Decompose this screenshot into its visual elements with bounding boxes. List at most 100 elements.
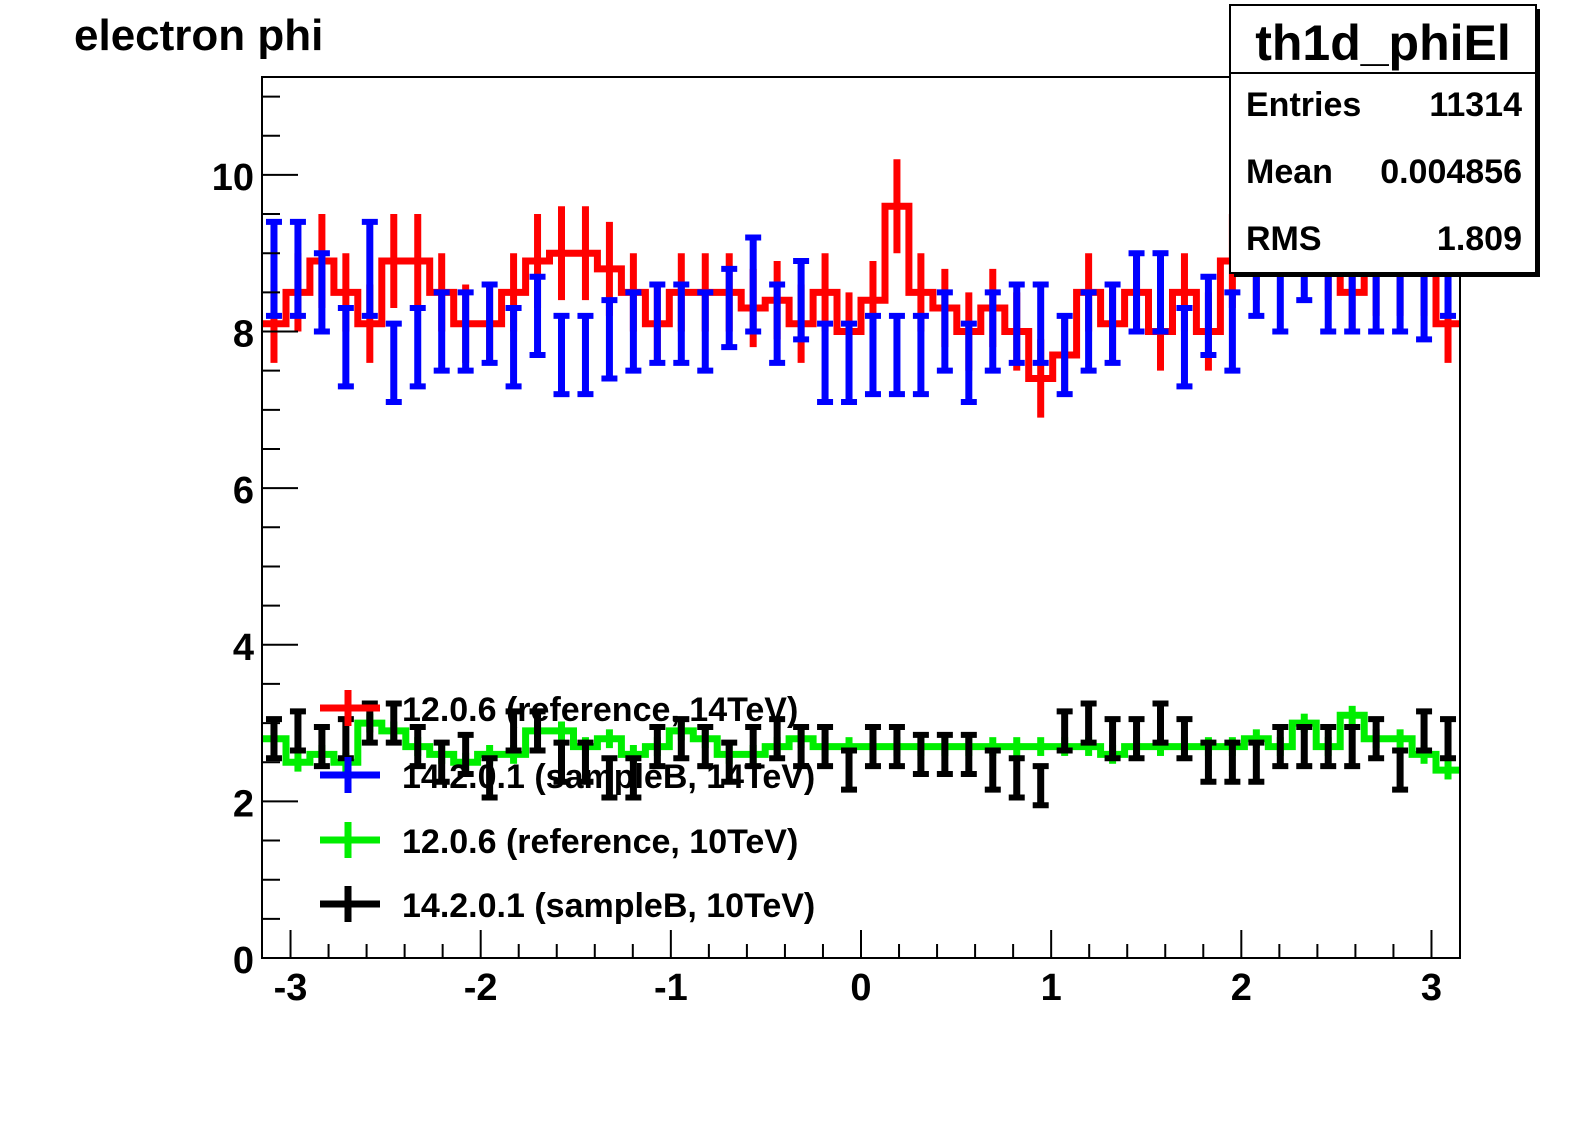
data-point	[960, 731, 977, 777]
data-point	[313, 250, 330, 335]
data-point	[1080, 700, 1097, 746]
data-point	[265, 716, 282, 762]
data-point	[649, 281, 666, 366]
data-point	[433, 739, 450, 785]
legend: 12.0.6 (reference, 14TeV) 14.2.0.1 (sampl…	[320, 690, 815, 925]
data-point	[577, 312, 594, 398]
stats-value: 0.004856	[1380, 153, 1522, 191]
data-point	[1320, 723, 1337, 770]
stats-label: RMS	[1246, 220, 1322, 258]
data-point	[841, 320, 858, 405]
legend-item-3: 12.0.6 (reference, 10TeV)	[320, 822, 798, 861]
data-point	[409, 305, 426, 390]
data-point	[529, 273, 546, 359]
data-point	[1128, 716, 1145, 762]
legend-label: 12.0.6 (reference, 10TeV)	[402, 823, 798, 861]
data-point	[1272, 723, 1289, 770]
data-point	[936, 289, 953, 374]
data-point	[864, 723, 881, 770]
y-tick-label: 2	[233, 783, 254, 825]
data-point	[769, 716, 786, 762]
data-point	[1416, 708, 1433, 754]
data-point	[1032, 763, 1049, 809]
data-point	[1344, 723, 1361, 770]
data-point	[1032, 281, 1049, 366]
data-point	[265, 218, 282, 319]
data-point	[481, 281, 498, 366]
data-point	[1056, 312, 1073, 398]
data-point	[457, 731, 474, 777]
data-point	[888, 723, 905, 770]
legend-item-4: 14.2.0.1 (sampleB, 10TeV)	[320, 886, 815, 925]
data-point	[553, 739, 570, 785]
data-point	[1392, 747, 1409, 793]
y-tick-label: 8	[233, 314, 254, 356]
data-point	[1104, 716, 1121, 762]
data-point	[289, 218, 306, 319]
data-point	[697, 289, 714, 374]
data-point	[1176, 716, 1193, 762]
data-point	[1104, 281, 1121, 366]
stats-name: th1d_phiEl	[1255, 15, 1511, 71]
data-point	[361, 218, 378, 319]
data-point	[625, 289, 642, 374]
legend-label: 14.2.0.1 (sampleB, 10TeV)	[402, 887, 815, 925]
data-point	[888, 312, 905, 398]
data-point	[457, 289, 474, 374]
data-point	[601, 297, 618, 382]
data-point	[1128, 250, 1145, 335]
data-point	[1296, 723, 1313, 770]
x-tick-label: -3	[274, 967, 308, 1009]
data-point	[505, 708, 522, 754]
data-point	[984, 289, 1001, 374]
y-tick-label: 0	[233, 940, 254, 982]
data-point	[817, 320, 834, 405]
data-point	[385, 700, 402, 746]
plot-marks	[262, 120, 1460, 809]
x-tick-label: -1	[654, 967, 688, 1009]
data-point	[673, 281, 690, 366]
data-point	[1368, 716, 1385, 762]
data-point	[1008, 755, 1025, 801]
data-point	[721, 265, 738, 351]
data-point	[337, 305, 354, 390]
x-tick-label: 3	[1421, 967, 1442, 1009]
legend-item-1: 12.0.6 (reference, 14TeV)	[320, 690, 798, 729]
series-line	[262, 711, 1460, 774]
data-point	[1200, 739, 1217, 785]
data-point	[984, 747, 1001, 793]
y-tick-label: 6	[233, 470, 254, 512]
data-point	[313, 723, 330, 770]
data-point	[769, 281, 786, 366]
data-point	[553, 312, 570, 398]
stats-value: 1.809	[1437, 220, 1522, 258]
stats-label: Mean	[1246, 153, 1333, 191]
data-point	[864, 312, 881, 398]
data-point	[817, 723, 834, 770]
stats-value: 11314	[1429, 86, 1522, 124]
x-tick-label: 0	[850, 967, 871, 1009]
data-point	[1224, 289, 1241, 374]
stats-box: th1d_phiEl Entries 11314 Mean 0.004856 RMS 1.8…	[1229, 4, 1540, 277]
data-point	[912, 312, 929, 398]
series-2	[265, 218, 1457, 405]
chart-title: electron phi	[74, 11, 323, 60]
x-tick-label: 1	[1041, 967, 1062, 1009]
data-point	[1440, 716, 1457, 762]
axes: 0 2 4 6 8 10 -3 -2 -1 0 1 2 3	[212, 76, 1461, 1009]
data-point	[1200, 273, 1217, 359]
data-point	[793, 258, 810, 343]
legend-label: 14.2.0.1 (sampleB, 14TeV)	[402, 758, 815, 796]
data-point	[1176, 305, 1193, 390]
data-point	[625, 755, 642, 801]
data-point	[673, 716, 690, 762]
data-point	[745, 723, 762, 770]
data-point	[1248, 739, 1265, 785]
data-point	[936, 731, 953, 777]
data-point	[433, 289, 450, 374]
data-point	[912, 731, 929, 777]
data-point	[601, 755, 618, 801]
stats-label: Entries	[1246, 86, 1361, 124]
data-point	[721, 739, 738, 785]
